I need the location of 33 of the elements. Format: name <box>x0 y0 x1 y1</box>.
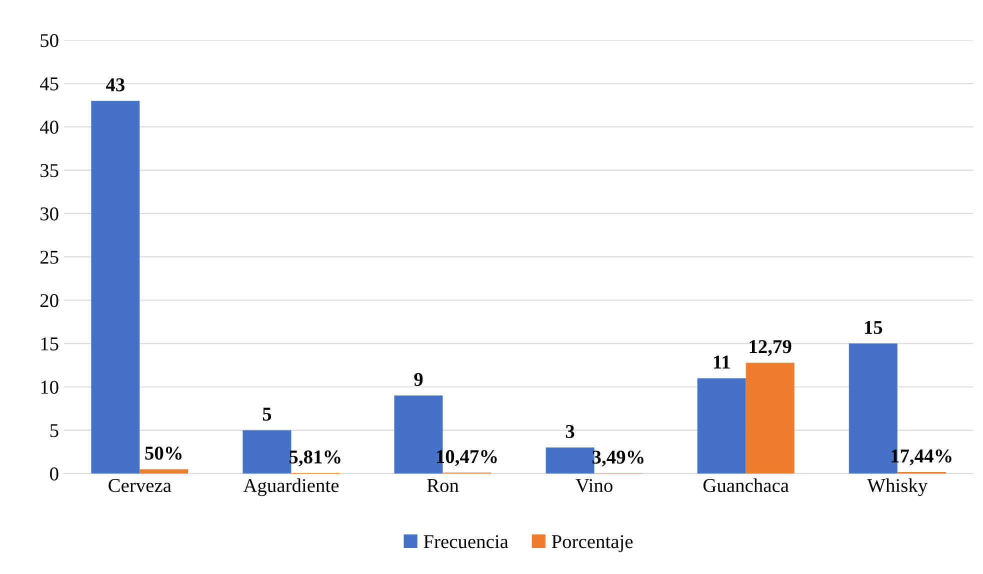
x-tick-label: Ron <box>427 479 459 492</box>
data-label: 15 <box>864 321 882 334</box>
y-tick-label: 30 <box>40 207 58 220</box>
bar <box>242 430 292 474</box>
bar <box>140 469 188 474</box>
x-tick-label: Cerveza <box>108 479 172 492</box>
data-label: 43 <box>106 78 124 92</box>
legend-label: Porcentaje <box>552 535 633 552</box>
data-label: 3 <box>566 424 574 438</box>
bar <box>546 448 594 474</box>
legend-label: Frecuencia <box>424 535 508 548</box>
y-tick-label: 20 <box>40 294 58 308</box>
y-tick-label: 5 <box>50 424 58 438</box>
y-tick-label: 40 <box>40 120 58 134</box>
y-tick-label: 10 <box>41 380 58 394</box>
y-tick-label: 45 <box>40 77 58 90</box>
y-tick-label: 25 <box>40 250 58 264</box>
data-label: 12,79 <box>750 340 792 356</box>
x-tick-label: Vino <box>576 479 612 492</box>
data-label: 50% <box>145 446 182 460</box>
x-tick-label: Whisky <box>867 478 928 496</box>
data-label: 9 <box>414 372 423 386</box>
bar <box>91 100 140 474</box>
bar <box>746 362 794 474</box>
y-tick-label: 50 <box>40 34 58 48</box>
y-tick-label: 35 <box>40 164 58 178</box>
x-tick-label: Aguardiente <box>243 478 339 496</box>
y-tick-label: 15 <box>41 337 58 350</box>
bar <box>697 378 746 474</box>
x-tick-label: Guanchaca <box>703 478 789 492</box>
y-tick-label: 0 <box>50 467 58 480</box>
data-label: 5 <box>262 408 272 421</box>
data-label: 11 <box>714 356 730 369</box>
